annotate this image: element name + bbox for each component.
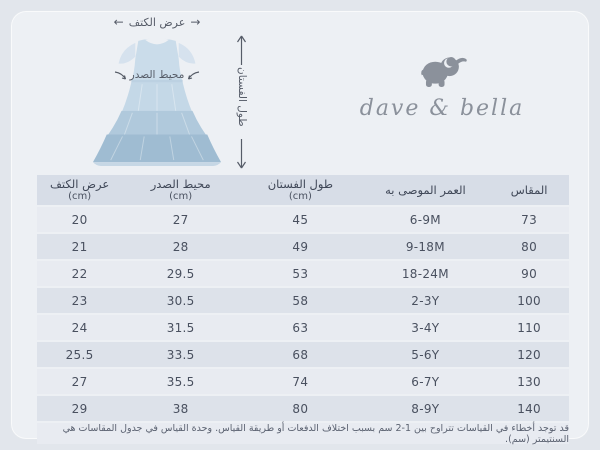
header-label: طول الفستان bbox=[267, 176, 334, 191]
curve-right-icon bbox=[188, 70, 200, 80]
table-row: 110 3-4Y 63 31.5 24 bbox=[37, 315, 569, 340]
brand-name: dave & bella bbox=[359, 96, 525, 121]
table-row: 120 5-6Y 68 33.5 25.5 bbox=[37, 342, 569, 367]
table-cell: 68 bbox=[292, 347, 309, 362]
table-cell: 29 bbox=[71, 401, 88, 416]
size-chart-card: → عرض الكتف ← محيط الصدر bbox=[10, 10, 590, 445]
table-header-row: المقاس العمر الموصى به طول الفستان (cm) … bbox=[37, 175, 569, 205]
dress-measurement-diagram: → عرض الكتف ← محيط الصدر bbox=[83, 13, 251, 173]
table-cell: 100 bbox=[517, 293, 541, 308]
table-cell: 18-24M bbox=[401, 266, 449, 281]
table-row: 140 8-9Y 80 38 29 bbox=[37, 396, 569, 421]
curve-left-icon bbox=[114, 70, 126, 80]
table-cell: 24 bbox=[71, 320, 88, 335]
header-label: المقاس bbox=[510, 183, 548, 197]
elephant-icon bbox=[421, 56, 467, 88]
table-row: 90 18-24M 53 29.5 22 bbox=[37, 261, 569, 286]
table-cell: 6-7Y bbox=[411, 374, 440, 389]
dress-length-label: طول الفستان bbox=[236, 67, 248, 127]
table-cell: 63 bbox=[292, 320, 309, 335]
table-cell: 9-18M bbox=[405, 239, 445, 254]
table-cell: 5-6Y bbox=[411, 347, 440, 362]
table-cell: 29.5 bbox=[166, 266, 195, 281]
table-cell: 27 bbox=[71, 374, 88, 389]
shoulder-width-text: عرض الكتف bbox=[128, 15, 186, 29]
header-unit: (cm) bbox=[288, 190, 312, 202]
table-row: 73 6-9M 45 27 20 bbox=[37, 207, 569, 232]
table-cell: 120 bbox=[517, 347, 541, 362]
table-cell: 53 bbox=[292, 266, 309, 281]
table-cell: 49 bbox=[292, 239, 309, 254]
shoulder-width-label: → عرض الكتف ← bbox=[83, 15, 231, 29]
header-cell-size: المقاس bbox=[489, 175, 569, 205]
table-row: 100 2-3Y 58 30.5 23 bbox=[37, 288, 569, 313]
table-cell: 140 bbox=[517, 401, 541, 416]
header-cell-shoulder: عرض الكتف (cm) bbox=[37, 175, 122, 205]
chest-circumference-label: محيط الصدر bbox=[83, 69, 231, 81]
table-cell: 73 bbox=[521, 212, 538, 227]
table-cell: 45 bbox=[292, 212, 309, 227]
table-cell: 110 bbox=[517, 320, 541, 335]
table-cell: 3-4Y bbox=[411, 320, 440, 335]
brand-logo: dave & bella bbox=[347, 51, 537, 121]
table-row: 130 6-7Y 74 35.5 27 bbox=[37, 369, 569, 394]
dress-length-axis: طول الفستان bbox=[234, 35, 249, 169]
arrow-left-icon: ← bbox=[113, 15, 124, 29]
header-label: محيط الصدر bbox=[150, 176, 211, 191]
arrow-up-icon bbox=[237, 35, 246, 65]
table-cell: 25.5 bbox=[65, 347, 94, 362]
header-unit: (cm) bbox=[68, 190, 92, 202]
table-row: 80 9-18M 49 28 21 bbox=[37, 234, 569, 259]
table-cell: 90 bbox=[521, 266, 538, 281]
table-cell: 2-3Y bbox=[411, 293, 440, 308]
header-cell-age: العمر الموصى به bbox=[362, 175, 490, 205]
header-cell-chest: محيط الصدر (cm) bbox=[122, 175, 239, 205]
header-label: عرض الكتف bbox=[49, 176, 110, 191]
table-cell: 80 bbox=[521, 239, 538, 254]
arrow-down-icon bbox=[237, 139, 246, 169]
table-cell: 6-9M bbox=[409, 212, 441, 227]
table-cell: 22 bbox=[71, 266, 88, 281]
table-cell: 74 bbox=[292, 374, 309, 389]
header-cell-dress-length: طول الفستان (cm) bbox=[239, 175, 361, 205]
arrow-right-icon: → bbox=[190, 15, 201, 29]
table-cell: 33.5 bbox=[166, 347, 195, 362]
table-cell: 27 bbox=[172, 212, 189, 227]
size-table: المقاس العمر الموصى به طول الفستان (cm) … bbox=[37, 175, 569, 445]
table-cell: 8-9Y bbox=[411, 401, 440, 416]
table-cell: 28 bbox=[172, 239, 189, 254]
table-cell: 38 bbox=[172, 401, 189, 416]
chest-circumference-text: محيط الصدر bbox=[129, 69, 185, 81]
table-cell: 35.5 bbox=[166, 374, 195, 389]
table-cell: 21 bbox=[71, 239, 88, 254]
size-note: قد توجد أخطاء في القياسات تتراوح بين 1-2… bbox=[37, 423, 569, 445]
table-cell: 31.5 bbox=[166, 320, 195, 335]
header-label: العمر الموصى به bbox=[385, 183, 466, 197]
table-cell: 30.5 bbox=[166, 293, 195, 308]
table-cell: 130 bbox=[517, 374, 541, 389]
header-unit: (cm) bbox=[169, 190, 193, 202]
dress-illustration bbox=[92, 37, 222, 167]
table-cell: 80 bbox=[292, 401, 309, 416]
table-cell: 58 bbox=[292, 293, 309, 308]
table-cell: 23 bbox=[71, 293, 88, 308]
table-cell: 20 bbox=[71, 212, 88, 227]
